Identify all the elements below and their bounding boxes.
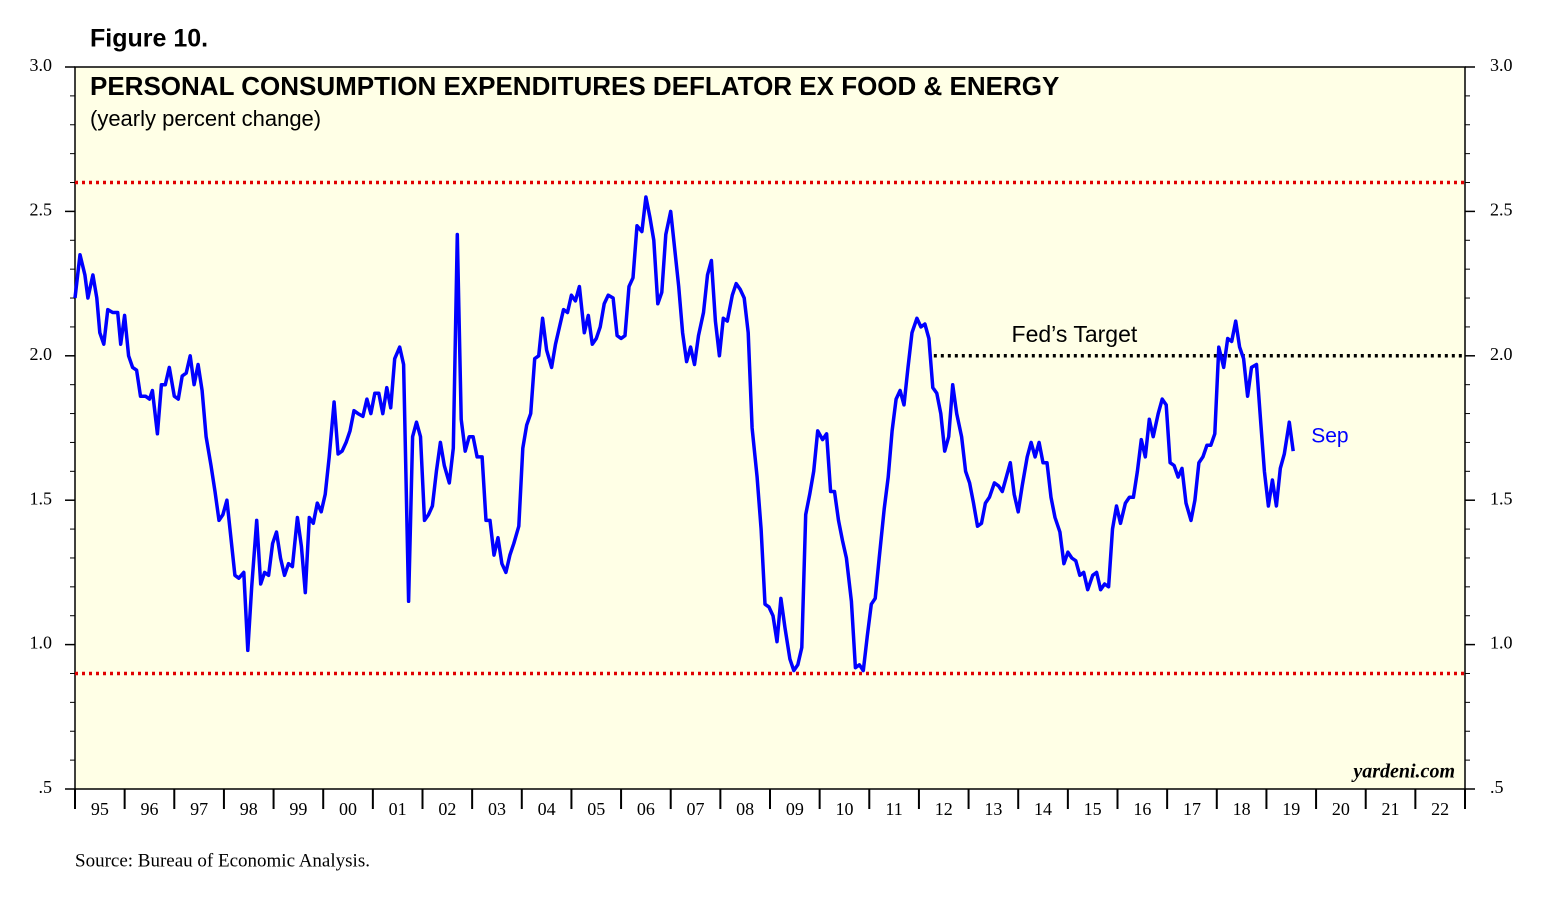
x-tick-label: 17 bbox=[1183, 799, 1201, 819]
y2-tick-label: 1.0 bbox=[1490, 633, 1513, 653]
y2-tick-label: 2.0 bbox=[1490, 344, 1513, 364]
x-tick-label: 02 bbox=[438, 799, 456, 819]
x-tick-label: 18 bbox=[1233, 799, 1251, 819]
chart-subtitle: (yearly percent change) bbox=[90, 106, 321, 131]
end-label: Sep bbox=[1311, 425, 1348, 448]
x-tick-label: 05 bbox=[587, 799, 605, 819]
chart-title: PERSONAL CONSUMPTION EXPENDITURES DEFLAT… bbox=[90, 71, 1059, 101]
x-tick-label: 96 bbox=[140, 799, 158, 819]
x-tick-label: 13 bbox=[984, 799, 1002, 819]
y-tick-label: .5 bbox=[39, 777, 53, 797]
x-tick-label: 99 bbox=[289, 799, 307, 819]
x-tick-label: 16 bbox=[1133, 799, 1151, 819]
x-tick-label: 04 bbox=[538, 799, 556, 819]
x-tick-label: 21 bbox=[1382, 799, 1400, 819]
x-tick-label: 97 bbox=[190, 799, 208, 819]
x-tick-label: 20 bbox=[1332, 799, 1350, 819]
y-tick-label: 1.0 bbox=[30, 633, 53, 653]
y-tick-label: 2.0 bbox=[30, 344, 53, 364]
y-tick-label: 1.5 bbox=[30, 488, 53, 508]
target-label: Fed’s Target bbox=[1012, 321, 1138, 347]
x-tick-label: 22 bbox=[1431, 799, 1449, 819]
x-tick-label: 98 bbox=[240, 799, 258, 819]
watermark: yardeni.com bbox=[1351, 761, 1455, 783]
x-tick-label: 14 bbox=[1034, 799, 1052, 819]
x-tick-label: 03 bbox=[488, 799, 506, 819]
y2-tick-label: 1.5 bbox=[1490, 488, 1513, 508]
x-tick-label: 08 bbox=[736, 799, 754, 819]
y2-tick-label: 2.5 bbox=[1490, 200, 1513, 220]
figure-label: Figure 10. bbox=[90, 25, 208, 53]
x-tick-label: 09 bbox=[786, 799, 804, 819]
x-tick-label: 07 bbox=[687, 799, 705, 819]
y-tick-label: 3.0 bbox=[30, 55, 53, 75]
y2-tick-label: .5 bbox=[1490, 777, 1504, 797]
x-tick-label: 10 bbox=[835, 799, 853, 819]
x-tick-label: 19 bbox=[1282, 799, 1300, 819]
y-tick-label: 2.5 bbox=[30, 200, 53, 220]
x-tick-label: 11 bbox=[885, 799, 902, 819]
x-tick-label: 06 bbox=[637, 799, 655, 819]
plot-area bbox=[74, 66, 1466, 790]
x-tick-label: 15 bbox=[1084, 799, 1102, 819]
x-tick-label: 00 bbox=[339, 799, 357, 819]
source-note: Source: Bureau of Economic Analysis. bbox=[75, 850, 370, 871]
x-tick-label: 95 bbox=[91, 799, 109, 819]
data-line bbox=[73, 195, 1295, 673]
x-tick-label: 12 bbox=[935, 799, 953, 819]
x-tick-label: 01 bbox=[389, 799, 407, 819]
y2-tick-label: 3.0 bbox=[1490, 55, 1513, 75]
